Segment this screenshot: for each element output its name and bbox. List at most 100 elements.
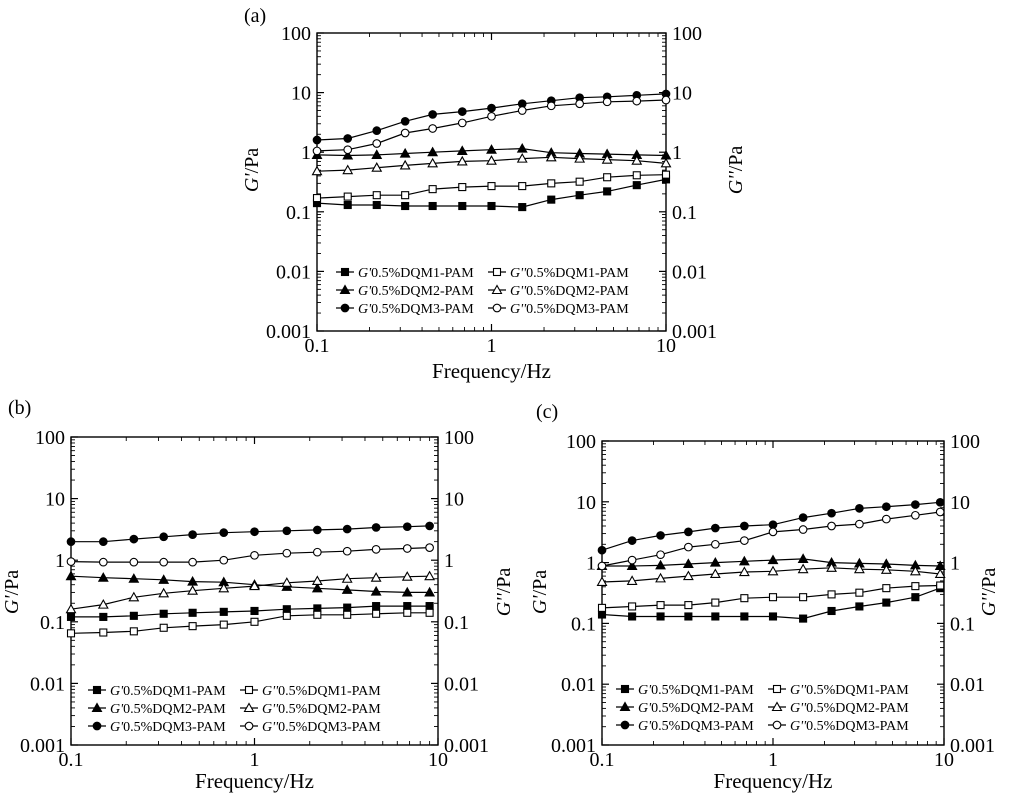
data-point-5 [400, 116, 410, 126]
x-axis-label: Frequency/Hz [432, 359, 551, 383]
y-tick-label-left: 0.01 [276, 261, 311, 283]
data-point-2 [855, 588, 864, 597]
y-tick-label-left: 10 [291, 83, 311, 105]
data-point-2 [282, 611, 291, 620]
data-point-6 [768, 527, 778, 537]
legend-entry: G'0.5%DQM3-PAM [638, 719, 754, 734]
data-point-4 [909, 565, 921, 576]
data-point-4 [596, 576, 608, 587]
data-point-1 [343, 200, 352, 210]
y-tick-label-left: 100 [566, 431, 596, 453]
data-point-5 [597, 545, 607, 555]
data-point-6 [66, 557, 76, 566]
y-tick-label-left: 0.1 [40, 612, 65, 634]
data-point-6 [575, 99, 584, 109]
data-point-4 [370, 572, 382, 582]
data-point-4 [128, 591, 140, 602]
legend-marker [340, 267, 350, 277]
data-point-5 [710, 523, 720, 533]
data-point-5 [881, 502, 891, 512]
data-point-2 [575, 177, 584, 186]
data-point-2 [597, 603, 607, 612]
data-point-4 [187, 585, 199, 595]
data-point-6 [312, 146, 322, 156]
data-point-1 [684, 612, 693, 621]
data-point-1 [428, 201, 437, 211]
data-point-6 [855, 519, 864, 529]
data-point-3 [709, 556, 721, 567]
y-axis-label-right: G''/Pa [725, 146, 747, 195]
data-point-1 [219, 607, 228, 616]
data-point-4 [880, 564, 892, 574]
y-axis-label-left: G'/Pa [1, 570, 23, 614]
legend-marker [492, 303, 502, 313]
data-point-4 [797, 563, 809, 574]
legend-marker [339, 284, 351, 295]
data-point-5 [855, 504, 864, 513]
data-point-2 [768, 593, 778, 602]
y-tick-label-left: 100 [281, 23, 311, 45]
data-point-4 [682, 570, 694, 581]
data-point-6 [798, 525, 808, 534]
data-point-2 [882, 584, 891, 593]
legend-entry: G''0.5%DQM3-PAM [510, 302, 629, 317]
data-point-5 [188, 530, 197, 539]
data-point-1 [66, 612, 76, 621]
data-point-6 [425, 543, 434, 552]
data-point-1 [632, 181, 641, 190]
y-tick-label-right: 0.1 [444, 612, 469, 634]
y-tick-label-left: 0.1 [571, 613, 596, 635]
data-point-2 [425, 608, 434, 617]
legend-entry: G'0.5%DQM2-PAM [358, 284, 474, 299]
data-point-6 [400, 128, 410, 138]
data-point-5 [66, 537, 76, 547]
data-point-6 [188, 557, 197, 567]
data-point-2 [518, 182, 527, 191]
data-point-5 [342, 524, 352, 534]
data-point-5 [627, 536, 637, 545]
data-point-1 [372, 200, 381, 210]
x-tick-label: 0.1 [590, 749, 615, 771]
data-point-4 [826, 562, 837, 572]
data-point-1 [518, 203, 527, 212]
data-point-2 [403, 608, 412, 617]
data-point-1 [575, 191, 584, 200]
data-point-3 [626, 560, 638, 571]
data-point-3 [97, 572, 109, 582]
y-tick-label-left: 0.001 [20, 735, 65, 757]
y-tick-label-left: 0.001 [266, 321, 311, 343]
data-point-2 [740, 594, 749, 603]
data-point-6 [935, 507, 945, 517]
legend-marker [244, 721, 254, 731]
y-tick-label-left: 0.01 [30, 673, 65, 695]
x-tick-label: 1 [768, 749, 778, 771]
legend-marker [243, 702, 255, 713]
data-point-5 [129, 534, 139, 544]
y-tick-label-right: 1 [444, 550, 454, 572]
data-point-1 [343, 603, 352, 612]
data-point-6 [343, 145, 353, 155]
data-point-1 [425, 602, 434, 611]
data-point-4 [655, 572, 666, 583]
y-tick-label-left: 1 [55, 550, 65, 572]
data-point-6 [282, 548, 292, 558]
data-point-4 [218, 582, 230, 593]
data-point-4 [399, 159, 411, 170]
data-point-3 [797, 553, 809, 563]
x-tick-label: 1 [250, 749, 260, 771]
data-point-3 [311, 582, 323, 593]
data-point-5 [798, 513, 808, 522]
legend-entry: G'0.5%DQM2-PAM [110, 702, 226, 717]
data-point-6 [129, 557, 139, 567]
data-point-1 [403, 602, 412, 611]
data-point-6 [159, 557, 169, 567]
data-point-3 [158, 574, 170, 584]
chart-panel-c: 0.001 0.001 0.01 0.01 0.1 0.1 1 1 10 10 100 100 0.1 1… [529, 431, 1000, 793]
data-point-2 [372, 191, 381, 200]
x-axis-label: Frequency/Hz [714, 769, 833, 793]
y-axis-label-right: G''/Pa [493, 568, 515, 617]
data-point-2 [628, 602, 637, 611]
data-point-5 [428, 110, 438, 119]
data-point-2 [656, 601, 665, 610]
data-point-5 [371, 523, 381, 532]
